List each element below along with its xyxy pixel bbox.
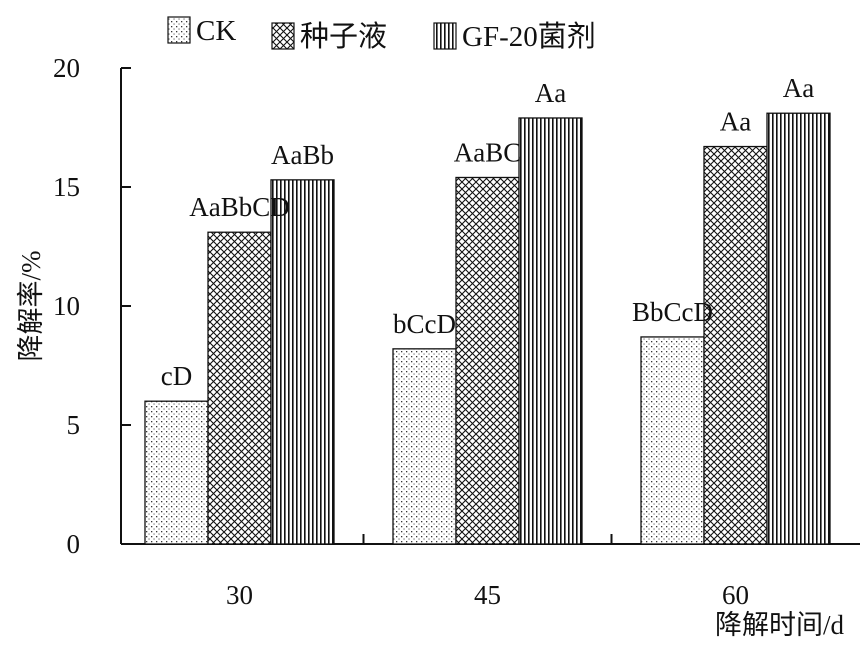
- legend: CK 种子液 GF-20菌剂: [167, 15, 596, 53]
- bar-gf20-60: [766, 112, 831, 545]
- bar-seed-liquid-60: [703, 145, 768, 545]
- bar-gf20-45: [518, 117, 583, 545]
- bar-seed-liquid-30: [207, 231, 272, 545]
- legend-item-seed-liquid: 种子液: [271, 20, 387, 53]
- bar-significance-label: AaBC: [454, 137, 522, 167]
- x-ticks: 30 45 60: [226, 534, 749, 610]
- bar-significance-label: AaBbCD: [189, 192, 290, 222]
- bar-significance-label: Aa: [535, 78, 566, 108]
- bar-ck-60: [640, 336, 705, 545]
- bar-labels: cD AaBbCD AaBb bCcD AaBC Aa BbCcD Aa Aa: [161, 73, 814, 391]
- x-tick-label: 30: [226, 580, 253, 610]
- legend-swatch-ck: [167, 16, 191, 44]
- bar-seed-liquid-45: [455, 176, 520, 545]
- bar-significance-label: Aa: [720, 107, 751, 137]
- legend-item-ck: CK: [167, 15, 236, 47]
- bar-gf20-30: [270, 179, 335, 545]
- y-tick-label: 0: [67, 529, 81, 559]
- bar-ck-30: [144, 400, 209, 545]
- legend-swatch-seed-liquid: [271, 22, 295, 50]
- legend-swatch-gf20: [433, 22, 457, 50]
- bar-significance-label: BbCcD: [632, 297, 713, 327]
- bars: [144, 112, 831, 545]
- legend-label-seed-liquid: 种子液: [300, 20, 387, 53]
- legend-item-gf20: GF-20菌剂: [433, 20, 596, 53]
- x-tick-label: 45: [474, 580, 501, 610]
- bar-ck-45: [392, 348, 457, 545]
- y-tick-label: 15: [53, 172, 80, 202]
- bar-significance-label: AaBb: [271, 140, 334, 170]
- y-ticks: 0 5 10 15 20: [53, 53, 131, 559]
- bar-significance-label: Aa: [783, 73, 814, 103]
- y-tick-label: 10: [53, 291, 80, 321]
- y-axis-title: 降解率/%: [16, 251, 46, 362]
- x-tick-label: 60: [722, 580, 749, 610]
- bar-significance-label: cD: [161, 361, 192, 391]
- x-axis-title: 降解时间/d: [715, 610, 845, 640]
- y-tick-label: 5: [67, 410, 81, 440]
- bar-significance-label: bCcD: [393, 309, 456, 339]
- legend-label-gf20: GF-20菌剂: [462, 20, 596, 53]
- y-tick-label: 20: [53, 53, 80, 83]
- legend-label-ck: CK: [196, 15, 236, 47]
